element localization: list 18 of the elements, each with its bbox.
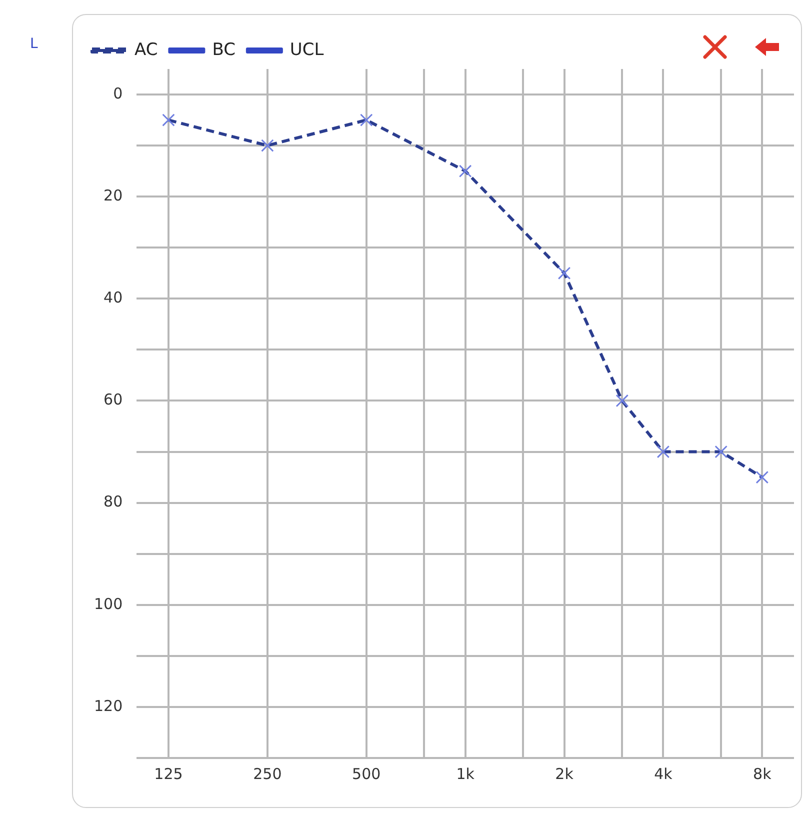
y-tick-label: 0 <box>113 84 123 102</box>
legend-label: BC <box>212 40 236 60</box>
y-tick-label: 20 <box>104 186 123 204</box>
y-tick-label: 120 <box>94 696 123 715</box>
y-tick-label: 80 <box>104 492 123 511</box>
y-tick-label: 100 <box>94 594 123 613</box>
x-tick-label: 250 <box>253 764 282 783</box>
y-tick-label: 40 <box>104 288 123 307</box>
x-tick-label: 125 <box>154 764 183 783</box>
x-tick-label: 2k <box>555 764 574 783</box>
x-tick-label: 8k <box>753 764 772 783</box>
y-tick-label: 60 <box>104 390 123 409</box>
text: L <box>30 36 38 52</box>
x-tick-label: 4k <box>654 764 673 783</box>
legend-label: UCL <box>290 40 324 60</box>
legend-label: AC <box>134 40 158 60</box>
x-tick-label: 1k <box>456 764 475 783</box>
x-tick-label: 500 <box>352 764 381 783</box>
